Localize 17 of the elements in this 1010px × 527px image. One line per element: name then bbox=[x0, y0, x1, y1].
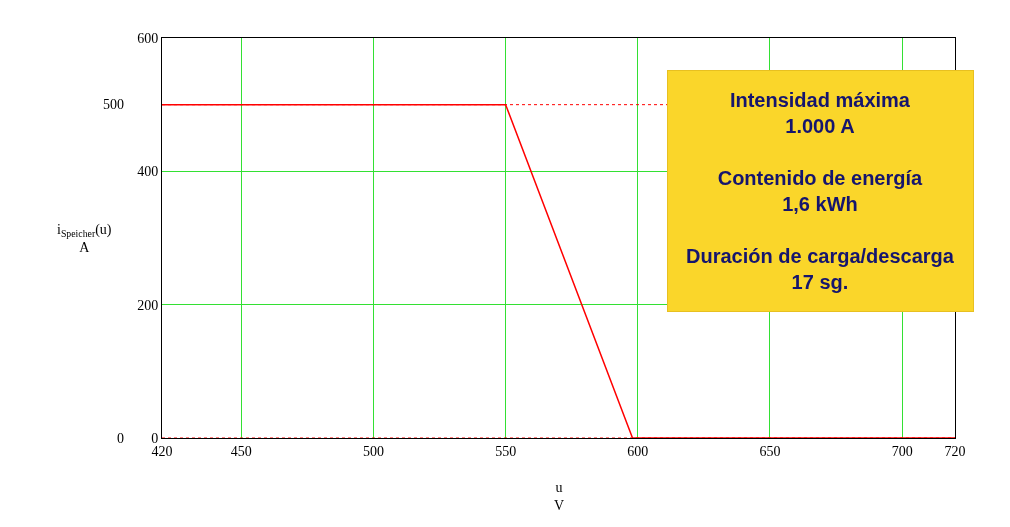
x-tick-label: 420 bbox=[151, 443, 173, 459]
y-tick-label: 200 bbox=[137, 297, 159, 313]
x-tick-label: 650 bbox=[759, 443, 781, 459]
y-tick-label: 400 bbox=[137, 164, 159, 180]
x-tick-label: 500 bbox=[362, 443, 384, 459]
y-tick-label: 600 bbox=[137, 30, 159, 46]
x-axis-title: u V bbox=[554, 480, 565, 514]
x-tick-label: 450 bbox=[230, 443, 252, 459]
x-tick-label: 700 bbox=[891, 443, 913, 459]
x-tick-label: 720 bbox=[944, 443, 966, 459]
y-axis-title: i$_{Speicher}$(u) A bbox=[57, 222, 112, 256]
text: Intensidad máxima 1.000 A Contenido de energía 1,6 kWh Duración de carga/descarga 17 sg. bbox=[686, 89, 954, 293]
ref-line-label: 500 bbox=[103, 97, 124, 112]
ref-line-label: 0 bbox=[117, 431, 124, 446]
x-tick-label: 600 bbox=[627, 443, 649, 459]
x-tick-label: 550 bbox=[495, 443, 517, 459]
y-tick-label: 0 bbox=[151, 430, 159, 446]
